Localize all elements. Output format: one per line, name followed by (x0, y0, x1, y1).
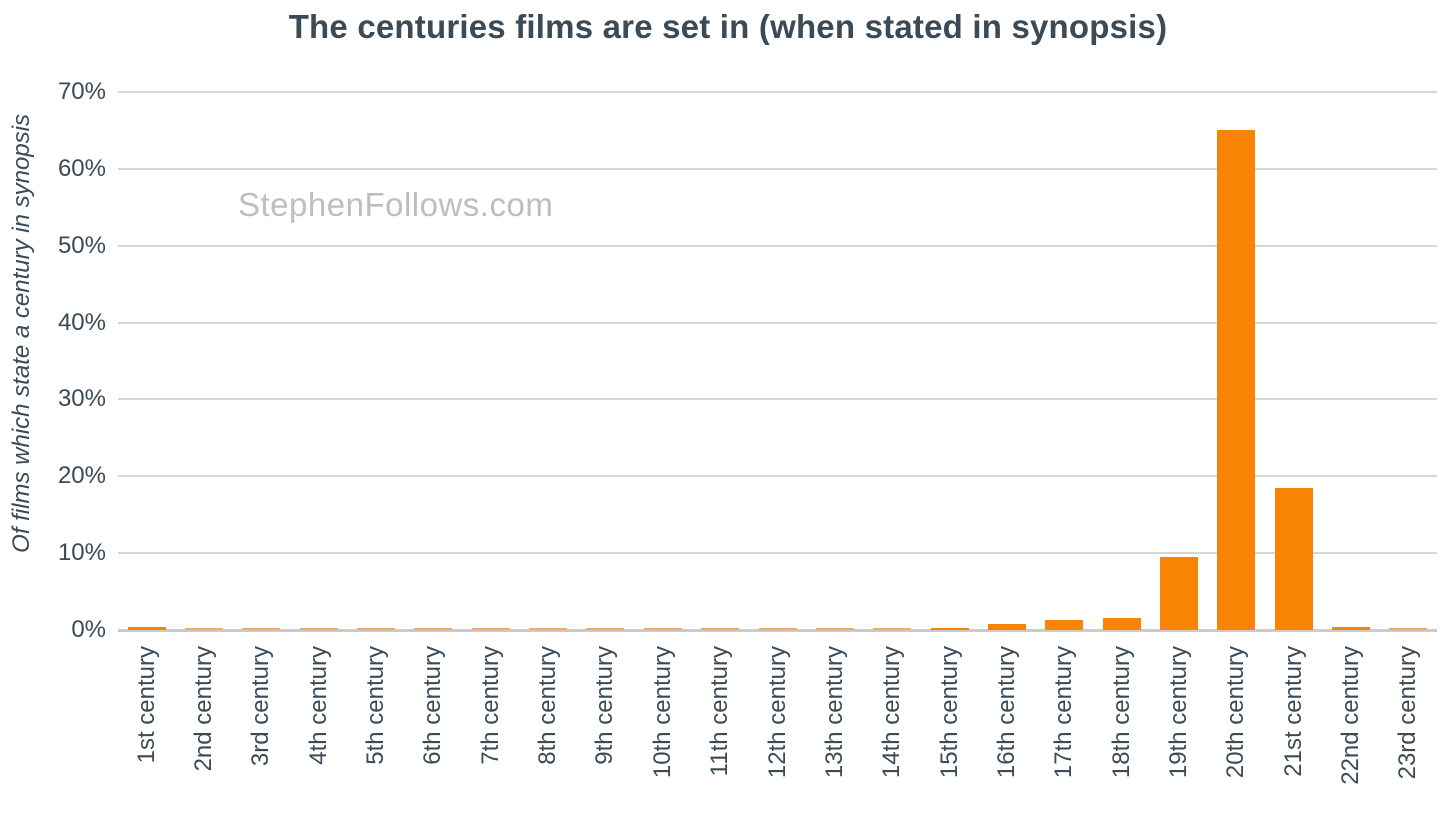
gridline (118, 167, 1437, 170)
x-tick-label: 20th century (1222, 646, 1250, 779)
bar-15th-century (930, 627, 969, 630)
x-tick-label: 17th century (1050, 646, 1078, 779)
bar-2nd-century (185, 628, 224, 630)
bar-5th-century (357, 628, 396, 630)
y-tick-label: 20% (57, 462, 106, 490)
bar-17th-century (1045, 620, 1084, 630)
x-tick-label: 4th century (304, 646, 332, 765)
bar-23rd-century (1389, 628, 1428, 630)
gridline (118, 475, 1437, 478)
x-tick-label: 12th century (763, 646, 791, 779)
x-tick-label: 9th century (591, 646, 619, 765)
x-tick-label: 10th century (648, 646, 676, 779)
bar-18th-century (1102, 618, 1141, 630)
x-tick-label: 22nd century (1336, 646, 1364, 785)
y-tick-label: 50% (57, 231, 106, 259)
chart-title: The centuries films are set in (when sta… (288, 8, 1168, 45)
bar-12th-century (758, 628, 797, 630)
gridline (118, 321, 1437, 324)
x-tick-label: 23rd century (1394, 646, 1422, 780)
x-tick-label: 1st century (132, 646, 160, 764)
bar-21st-century (1274, 487, 1313, 630)
y-tick-label: 40% (57, 308, 106, 336)
bar-7th-century (471, 628, 510, 630)
x-tick-label: 6th century (419, 646, 447, 765)
gridline (118, 552, 1437, 555)
y-tick-label: 70% (57, 78, 106, 105)
x-tick-label: 8th century (534, 646, 562, 765)
x-tick-label: 16th century (992, 646, 1020, 779)
x-tick-label: 15th century (935, 646, 963, 779)
x-tick-label: 7th century (476, 646, 504, 765)
y-tick-label: 60% (57, 154, 106, 182)
y-tick-label: 10% (57, 539, 106, 567)
bar-20th-century (1217, 130, 1256, 630)
x-axis-line (118, 629, 1437, 632)
bar-6th-century (414, 628, 453, 630)
bar-3rd-century (242, 628, 281, 630)
x-tick-label: 13th century (820, 646, 848, 779)
x-tick-label: 19th century (1164, 646, 1192, 779)
bar-1st-century (127, 626, 166, 630)
y-tick-label: 30% (57, 385, 106, 413)
bar-11th-century (701, 628, 740, 630)
x-tick-label: 21st century (1279, 646, 1307, 777)
bar-8th-century (529, 628, 568, 630)
watermark: StephenFollows.com (238, 186, 554, 223)
gridline (118, 91, 1437, 93)
x-tick-label: 2nd century (190, 646, 218, 772)
gridline (118, 398, 1437, 401)
bar-13th-century (815, 628, 854, 630)
x-tick-label: 5th century (362, 646, 390, 765)
bar-22nd-century (1331, 626, 1370, 630)
bar-9th-century (586, 628, 625, 630)
x-tick-label: 11th century (706, 646, 734, 777)
gridline (118, 244, 1437, 247)
x-tick-label: 14th century (878, 646, 906, 779)
bar-4th-century (299, 628, 338, 630)
x-tick-label: 18th century (1107, 646, 1135, 779)
bar-10th-century (643, 628, 682, 630)
bar-16th-century (987, 623, 1026, 630)
x-tick-label: 3rd century (247, 646, 275, 767)
y-tick-label: 0% (71, 616, 106, 643)
bar-14th-century (873, 628, 912, 630)
bar-19th-century (1159, 556, 1198, 630)
